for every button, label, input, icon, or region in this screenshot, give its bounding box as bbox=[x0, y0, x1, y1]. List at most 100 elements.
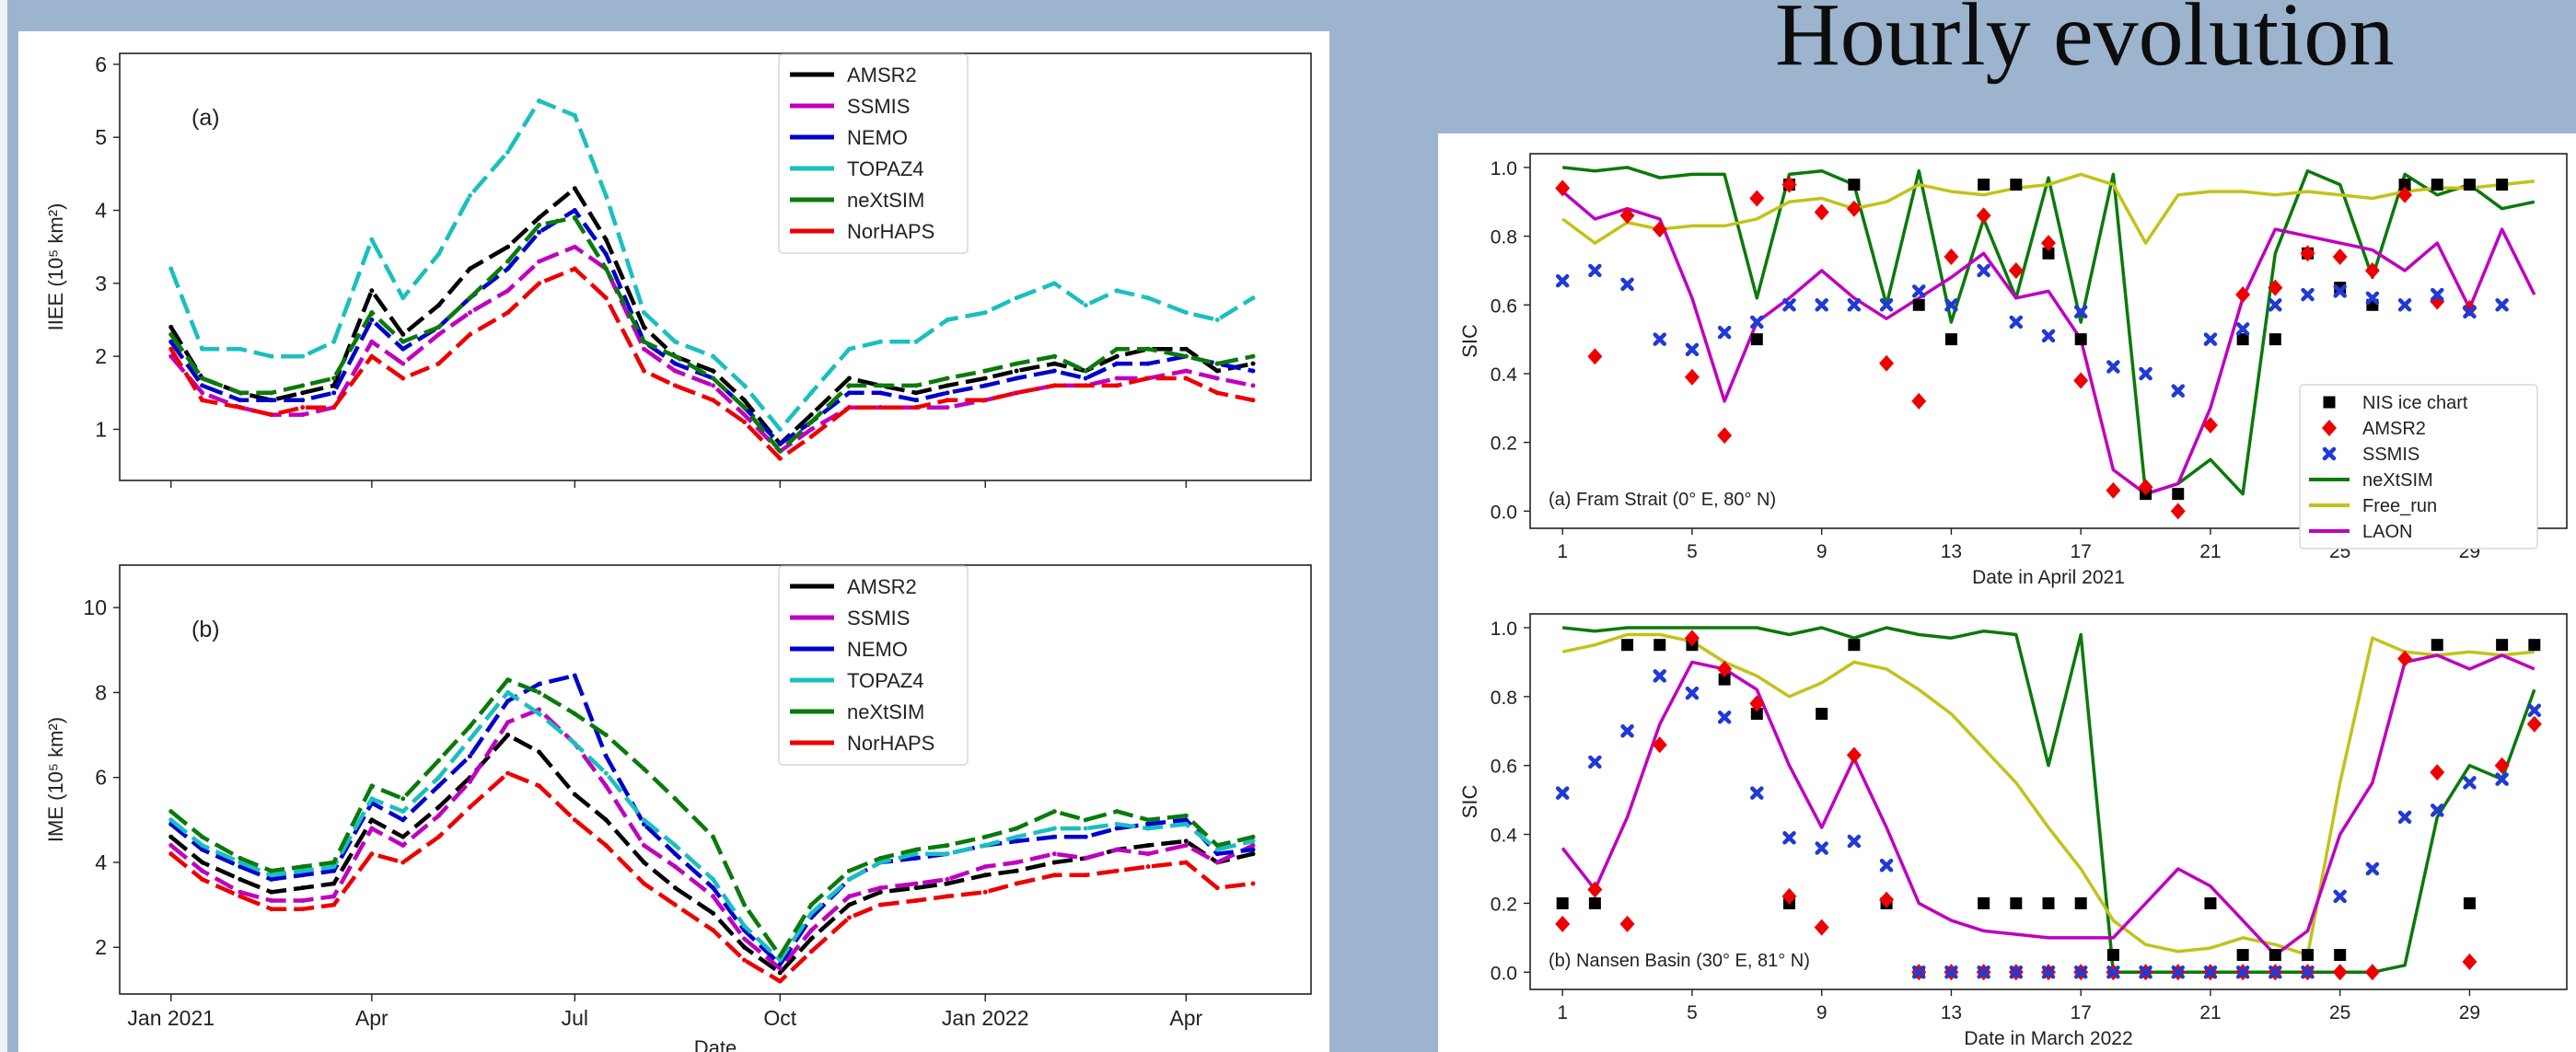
data-point-nextsim bbox=[1250, 353, 1256, 359]
marker-nis-ice-chart bbox=[1978, 179, 1990, 191]
data-point-norhaps bbox=[603, 295, 609, 301]
data-point-topaz4 bbox=[1145, 295, 1151, 301]
data-point-nextsim bbox=[1145, 817, 1151, 823]
data-point-amsr2 bbox=[945, 383, 950, 388]
data-point-nemo bbox=[505, 699, 511, 704]
data-point-topaz4 bbox=[1051, 826, 1057, 831]
data-point-nextsim bbox=[808, 902, 814, 907]
data-point-norhaps bbox=[436, 361, 442, 366]
data-point-norhaps bbox=[1083, 873, 1088, 878]
data-point-topaz4 bbox=[331, 864, 337, 870]
data-point-topaz4 bbox=[1183, 310, 1189, 316]
y-tick-label: 0.6 bbox=[1491, 757, 1517, 778]
marker-amsr2 bbox=[2322, 420, 2337, 436]
data-point-norhaps bbox=[1183, 860, 1189, 865]
marker-nis-ice-chart bbox=[1816, 708, 1828, 721]
data-point-ssmis bbox=[238, 889, 243, 895]
x-tick-label: Jul bbox=[562, 1006, 588, 1030]
data-point-topaz4 bbox=[777, 426, 783, 432]
data-point-norhaps bbox=[369, 851, 375, 857]
data-point-topaz4 bbox=[1051, 281, 1057, 286]
marker-nis-ice-chart bbox=[1848, 179, 1861, 191]
data-point-nemo bbox=[913, 398, 919, 403]
data-point-nextsim bbox=[711, 376, 716, 381]
data-point-nemo bbox=[238, 398, 243, 403]
marker-ssmis bbox=[2235, 322, 2250, 336]
data-point-topaz4 bbox=[711, 876, 716, 882]
marker-ssmis bbox=[2041, 329, 2056, 343]
data-point-ssmis bbox=[537, 259, 542, 264]
data-point-ssmis bbox=[269, 897, 274, 903]
marker-ssmis bbox=[1653, 669, 1666, 683]
data-point-nextsim bbox=[200, 376, 205, 381]
data-point-norhaps bbox=[777, 456, 783, 461]
marker-amsr2 bbox=[2138, 479, 2153, 496]
data-point-nextsim bbox=[436, 324, 442, 329]
data-point-nemo bbox=[1114, 361, 1120, 366]
legend-label-amsr2: AMSR2 bbox=[847, 575, 917, 598]
data-point-nextsim bbox=[672, 353, 678, 359]
panel-label: (a) Fram Strait (0° E, 80° N) bbox=[1549, 490, 1776, 510]
data-point-norhaps bbox=[467, 331, 472, 337]
marker-nis-ice-chart bbox=[2496, 639, 2509, 652]
data-point-norhaps bbox=[742, 957, 748, 963]
data-point-ssmis bbox=[1145, 851, 1151, 857]
data-point-topaz4 bbox=[238, 346, 243, 352]
x-tick-label: 21 bbox=[2199, 1002, 2221, 1023]
data-point-norhaps bbox=[603, 843, 609, 849]
data-point-nemo bbox=[467, 754, 472, 759]
marker-ssmis bbox=[2322, 446, 2337, 461]
data-point-norhaps bbox=[331, 902, 337, 907]
data-point-norhaps bbox=[945, 894, 950, 899]
data-point-topaz4 bbox=[913, 339, 919, 344]
data-point-topaz4 bbox=[572, 741, 577, 746]
y-axis-label: SIC bbox=[1458, 785, 1481, 819]
data-point-amsr2 bbox=[808, 412, 814, 418]
marker-amsr2 bbox=[1587, 348, 1603, 365]
data-point-nextsim bbox=[1250, 834, 1256, 839]
data-point-amsr2 bbox=[1145, 843, 1151, 849]
data-point-nextsim bbox=[1183, 813, 1189, 818]
data-point-nextsim bbox=[400, 339, 406, 344]
data-point-amsr2 bbox=[300, 885, 306, 891]
slide-left-edge bbox=[0, 0, 7, 1052]
data-point-topaz4 bbox=[603, 770, 609, 776]
y-tick-label: 0.4 bbox=[1491, 364, 1518, 386]
marker-ssmis bbox=[2269, 965, 2282, 979]
data-point-topaz4 bbox=[168, 266, 174, 272]
marker-ssmis bbox=[2009, 315, 2024, 329]
data-point-nextsim bbox=[1083, 817, 1088, 823]
data-point-topaz4 bbox=[1083, 303, 1088, 308]
data-point-topaz4 bbox=[982, 843, 988, 849]
markers bbox=[1555, 630, 2542, 981]
data-point-nextsim bbox=[400, 796, 406, 802]
data-point-norhaps bbox=[505, 770, 511, 776]
marker-ssmis bbox=[1977, 263, 1990, 278]
data-point-ssmis bbox=[1214, 860, 1220, 865]
data-point-topaz4 bbox=[945, 851, 950, 857]
data-point-nextsim bbox=[269, 868, 274, 873]
data-point-ssmis bbox=[945, 405, 950, 410]
data-point-norhaps bbox=[945, 398, 950, 403]
data-point-topaz4 bbox=[300, 868, 306, 873]
data-point-topaz4 bbox=[711, 353, 716, 359]
data-point-nemo bbox=[269, 876, 274, 882]
data-point-ssmis bbox=[400, 843, 406, 849]
y-tick-label: 8 bbox=[95, 680, 107, 704]
data-point-ssmis bbox=[982, 864, 988, 870]
data-point-norhaps bbox=[238, 405, 243, 410]
x-tick-label: Apr bbox=[355, 1006, 389, 1030]
x-tick-label: Jan 2021 bbox=[127, 1006, 215, 1030]
data-point-nextsim bbox=[369, 783, 375, 789]
data-point-topaz4 bbox=[982, 310, 988, 316]
marker-ssmis bbox=[2495, 298, 2509, 312]
marker-nis-ice-chart bbox=[1621, 639, 1634, 652]
data-point-ssmis bbox=[400, 361, 406, 366]
marker-amsr2 bbox=[2397, 186, 2413, 203]
marker-ssmis bbox=[2041, 965, 2056, 979]
data-point-topaz4 bbox=[168, 817, 174, 823]
marker-ssmis bbox=[2009, 965, 2024, 979]
plot-area bbox=[119, 564, 1312, 995]
marker-amsr2 bbox=[2073, 372, 2089, 389]
data-point-nextsim bbox=[1051, 353, 1057, 359]
